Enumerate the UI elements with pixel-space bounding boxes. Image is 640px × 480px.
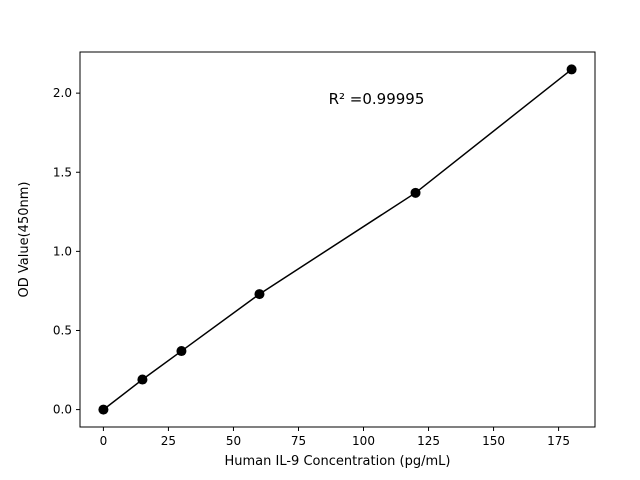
data-point bbox=[137, 374, 148, 385]
y-tick-label: 1.0 bbox=[53, 244, 72, 258]
x-axis-label: Human IL-9 Concentration (pg/mL) bbox=[225, 454, 451, 469]
y-axis-label: OD Value(450nm) bbox=[17, 182, 32, 298]
x-tick-label: 0 bbox=[100, 434, 108, 448]
y-tick-label: 0.5 bbox=[53, 323, 72, 337]
plot-border bbox=[79, 51, 596, 428]
x-tick-label: 25 bbox=[161, 434, 176, 448]
data-point bbox=[176, 346, 187, 357]
x-tick-label: 50 bbox=[226, 434, 241, 448]
x-tick-label: 125 bbox=[417, 434, 440, 448]
data-point bbox=[410, 187, 421, 198]
x-tick-label: 75 bbox=[291, 434, 306, 448]
data-point bbox=[566, 64, 577, 75]
data-point bbox=[254, 289, 265, 300]
y-tick-label: 0.0 bbox=[53, 403, 72, 417]
y-tick-label: 1.5 bbox=[53, 165, 72, 179]
y-tick-label: 2.0 bbox=[53, 86, 72, 100]
x-tick-label: 175 bbox=[547, 434, 570, 448]
data-series-line bbox=[102, 68, 573, 411]
x-tick-label: 100 bbox=[352, 434, 375, 448]
data-point bbox=[98, 404, 109, 415]
x-tick-label: 150 bbox=[482, 434, 505, 448]
r-squared-annotation: R² =0.99995 bbox=[329, 90, 425, 108]
